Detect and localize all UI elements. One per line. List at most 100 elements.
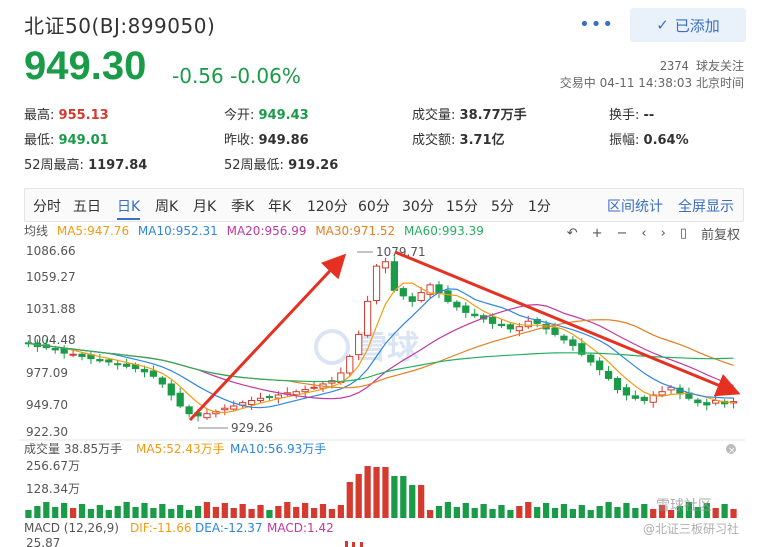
candle-body xyxy=(453,301,461,308)
candle-body xyxy=(239,402,247,406)
volume-bar xyxy=(78,504,86,518)
candle-body xyxy=(569,339,577,346)
volume-bar xyxy=(43,502,50,518)
volume-bar xyxy=(534,507,541,518)
volume-bar xyxy=(578,505,585,518)
candle-body xyxy=(462,305,470,313)
volume-bar xyxy=(364,466,371,518)
volume-bar xyxy=(614,507,621,518)
volume-bar xyxy=(61,503,68,518)
volume-bar xyxy=(293,507,300,518)
tab-30min[interactable]: 30分 xyxy=(402,199,434,215)
header: 北证50(BJ:899050) ••• ✓ 已添加 xyxy=(24,6,746,46)
tab-timeshare[interactable]: 分时 xyxy=(33,199,61,215)
watermark-corner: 雪球社区 @北证三板研习社 xyxy=(643,498,739,536)
more-button[interactable]: ••• xyxy=(579,14,614,35)
tab-daily-k[interactable]: 日K xyxy=(117,196,141,220)
volume-bar xyxy=(453,507,460,518)
volume-label: 成交量 38.85万手 xyxy=(24,441,122,456)
candle-body xyxy=(649,394,657,403)
stat-amplitude: 振幅: 0.64% xyxy=(609,133,689,148)
candle-body xyxy=(247,399,256,405)
y-axis-labels: 1086.66 1059.27 1031.88 1004.48 977.09 9… xyxy=(26,244,76,439)
volume-bar xyxy=(382,467,389,518)
added-label: 已添加 xyxy=(674,16,720,35)
tab-monthly-k[interactable]: 月K xyxy=(193,199,217,215)
range-stats-button[interactable]: 区间统计 xyxy=(607,199,663,215)
prev-button[interactable]: ‹ xyxy=(641,226,647,241)
candle-body xyxy=(60,348,68,354)
candle-body xyxy=(221,407,229,411)
tab-1min[interactable]: 1分 xyxy=(528,199,551,215)
tab-weekly-k[interactable]: 周K xyxy=(155,199,179,215)
y-tick: 922.30 xyxy=(26,425,68,439)
candle-body xyxy=(149,370,158,377)
tab-quarterly-k[interactable]: 季K xyxy=(231,199,255,215)
candle-body xyxy=(337,372,345,383)
next-button[interactable]: › xyxy=(660,226,666,241)
tab-15min[interactable]: 15分 xyxy=(446,199,478,215)
stat-amount: 成交额: 3.71亿 xyxy=(412,133,505,148)
volume-bar xyxy=(52,507,59,518)
tab-60min[interactable]: 60分 xyxy=(358,199,390,215)
lock-icon[interactable]: ▯ xyxy=(679,226,687,241)
macd-tick: 25.87 xyxy=(26,536,60,547)
volume-bar xyxy=(319,504,327,518)
volume-bar xyxy=(239,504,246,518)
volume-bar xyxy=(721,504,728,518)
zoom-in-button[interactable]: + xyxy=(591,226,603,241)
candle-body xyxy=(105,359,113,363)
macd-dea: DEA:-12.37 xyxy=(195,521,263,535)
volume-bar xyxy=(230,508,237,518)
candle-body xyxy=(488,316,497,324)
stat-open: 今开: 949.43 xyxy=(224,108,309,123)
volume-tick: 128.34万 xyxy=(26,482,80,496)
volume-bar xyxy=(346,482,353,518)
y-tick: 1086.66 xyxy=(26,244,76,258)
watermark-logo: 雪球 xyxy=(314,328,420,366)
volume-bar xyxy=(418,485,425,518)
volume-ma5: MA5:52.43万手 xyxy=(136,442,225,456)
svg-text:×: × xyxy=(728,446,736,456)
candle-body xyxy=(355,333,363,356)
candle-body xyxy=(712,399,720,404)
page-title: 北证50(BJ:899050) xyxy=(24,14,216,38)
volume-bar xyxy=(257,505,264,518)
ma-line xyxy=(28,303,734,400)
volume-bar xyxy=(659,505,666,518)
watermark-text: 雪球 xyxy=(355,328,420,366)
volume-bar xyxy=(676,506,684,518)
candle-body xyxy=(372,265,381,302)
volume-bar xyxy=(667,510,675,518)
volume-bar xyxy=(328,509,336,518)
change-percent: -0.06% xyxy=(230,64,301,88)
stat-turnover: 换手: -- xyxy=(609,108,655,123)
tab-yearly-k[interactable]: 年K xyxy=(268,199,292,215)
zoom-out-button[interactable]: − xyxy=(616,226,628,241)
candle-body xyxy=(435,284,443,294)
candle-body xyxy=(78,353,86,357)
candle-body xyxy=(96,359,104,362)
trading-status: 交易中 04-11 14:38:03 北京时间 xyxy=(559,76,744,90)
tab-5min[interactable]: 5分 xyxy=(491,199,514,215)
candle-body xyxy=(283,392,291,395)
tab-120min[interactable]: 120分 xyxy=(307,199,348,215)
volume-bar xyxy=(551,508,559,518)
tab-five-day[interactable]: 五日 xyxy=(73,199,101,215)
candle-body xyxy=(596,360,604,371)
candle-body xyxy=(256,397,265,401)
volume-bar xyxy=(471,508,478,518)
candle-body xyxy=(212,411,220,415)
macd-legend: MACD (12,26,9) DIF:-11.66 DEA:-12.37 MAC… xyxy=(24,521,334,535)
added-button[interactable]: ✓ 已添加 xyxy=(630,8,746,42)
ma10-value: MA10:952.31 xyxy=(137,224,218,238)
volume-bar xyxy=(391,476,398,518)
volume-legend: 成交量 38.85万手 MA5:52.43万手 MA10:56.93万手 xyxy=(24,441,326,456)
candle-body xyxy=(265,396,274,399)
adjust-select[interactable]: 前复权 xyxy=(700,228,740,243)
trend-arrow-up xyxy=(188,253,347,422)
ma-line xyxy=(28,288,734,409)
undo-icon[interactable]: ↶ xyxy=(566,226,578,241)
volume-bar xyxy=(596,506,603,518)
fullscreen-button[interactable]: 全屏显示 xyxy=(678,199,734,215)
